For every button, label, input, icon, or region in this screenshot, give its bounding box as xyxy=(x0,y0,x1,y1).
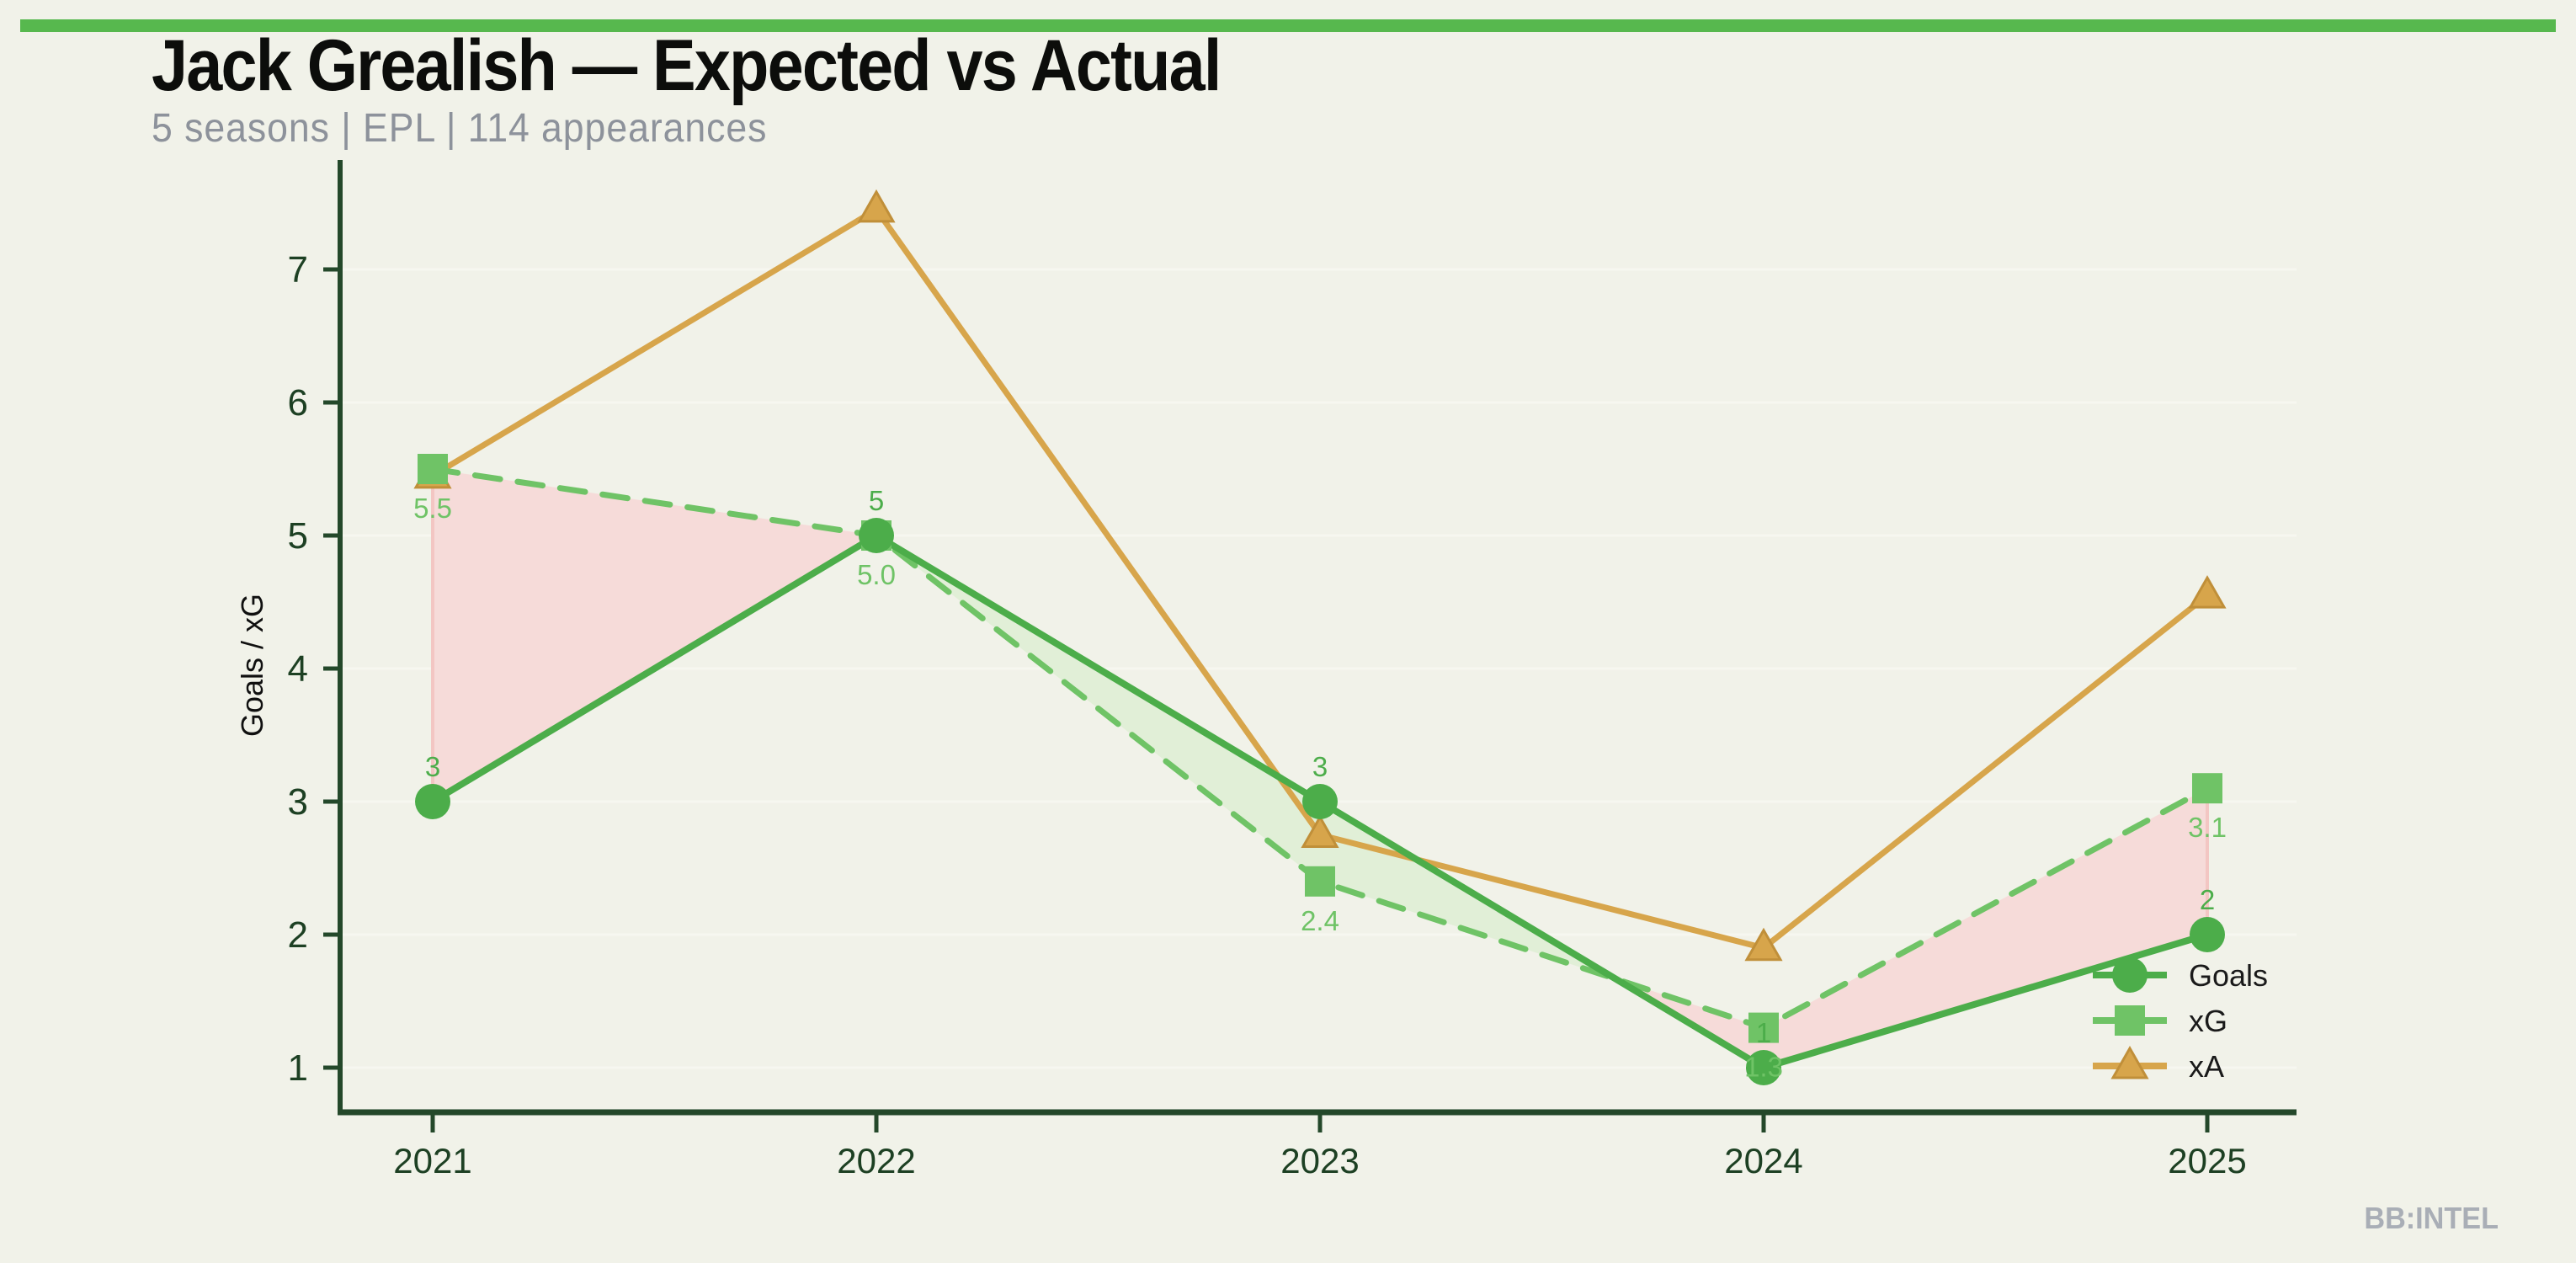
legend: Goals xG xA xyxy=(2093,957,2268,1084)
marker-xa xyxy=(857,189,896,223)
top-accent-bar xyxy=(20,19,2556,32)
marker-goals xyxy=(859,518,894,553)
marker-xg xyxy=(2192,773,2222,804)
y-tick-label: 7 xyxy=(288,249,308,290)
y-axis-title: Goals / xG xyxy=(235,594,269,737)
legend-marker-goals xyxy=(2112,957,2148,993)
x-tick-label: 2021 xyxy=(393,1141,471,1180)
page-subtitle: 5 seasons | EPL | 114 appearances xyxy=(152,106,768,152)
data-label-goals: 1 xyxy=(1756,1017,1771,1048)
data-label-xg: 5.0 xyxy=(857,559,896,590)
page-title: Jack Grealish — Expected vs Actual xyxy=(152,25,1221,106)
band-xg-above-goals xyxy=(433,469,876,802)
marker-goals xyxy=(415,784,450,819)
x-tick-label: 2025 xyxy=(2168,1141,2246,1180)
data-label-goals: 3 xyxy=(425,751,440,782)
watermark-logo: BB:INTEL xyxy=(2364,1201,2499,1235)
y-tick-label: 1 xyxy=(288,1047,308,1089)
y-tick-label: 2 xyxy=(288,914,308,956)
legend-label-goals: Goals xyxy=(2189,958,2268,993)
marker-xa xyxy=(1744,927,1783,962)
y-tick-label: 5 xyxy=(288,515,308,557)
data-labels: 3 5 3 1 2 5.5 5.0 2.4 1.3 3.1 xyxy=(413,485,2227,1083)
data-label-goals: 3 xyxy=(1312,751,1328,782)
data-label-xg: 1.3 xyxy=(1744,1052,1783,1083)
legend-label-xa: xA xyxy=(2189,1049,2224,1084)
marker-xg xyxy=(418,454,448,484)
data-label-xg: 2.4 xyxy=(1301,905,1339,936)
series-markers xyxy=(413,189,2227,1085)
x-tick-label: 2024 xyxy=(1724,1141,1802,1180)
marker-xg xyxy=(1305,866,1335,897)
marker-goals xyxy=(1302,784,1338,819)
legend-marker-xa xyxy=(2110,1045,2149,1079)
marker-xg xyxy=(1748,1012,1779,1043)
legend-label-xg: xG xyxy=(2189,1004,2227,1038)
marker-goals xyxy=(2190,917,2225,952)
marker-xa xyxy=(2188,575,2227,609)
marker-xa xyxy=(1301,814,1339,848)
y-tick-label: 4 xyxy=(288,648,308,690)
y-tick-label: 6 xyxy=(288,382,308,424)
data-label-goals: 2 xyxy=(2200,884,2215,915)
legend-marker-xg xyxy=(2115,1005,2145,1036)
data-label-goals: 5 xyxy=(869,485,884,516)
marker-goals xyxy=(1746,1050,1781,1085)
y-tick-label: 3 xyxy=(288,781,308,823)
x-tick-label: 2022 xyxy=(837,1141,915,1180)
band-xg-above-goals xyxy=(1764,788,2207,1068)
data-label-xg: 3.1 xyxy=(2188,812,2227,843)
data-label-xg: 5.5 xyxy=(413,493,452,524)
x-tick-label: 2023 xyxy=(1280,1141,1359,1180)
axes: 1 2 3 4 5 6 7 2021 2022 2023 2024 2025 Goals / xG xyxy=(235,160,2297,1180)
chart-header: Jack Grealish — Expected vs Actual 5 sea… xyxy=(152,25,1339,152)
